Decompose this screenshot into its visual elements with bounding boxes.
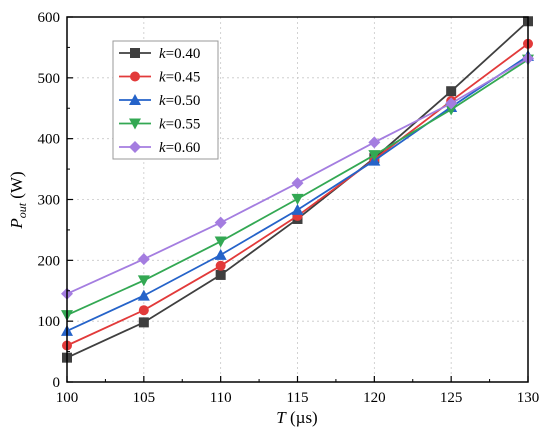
legend-marker (129, 94, 141, 105)
x-tick-label: 125 (440, 390, 463, 406)
legend-label: k=0.55 (159, 117, 200, 133)
data-point (138, 317, 149, 328)
legend-var: k (159, 93, 166, 109)
y-tick-label: 100 (38, 314, 61, 330)
data-point (138, 305, 149, 316)
x-tick-label: 100 (56, 390, 79, 406)
legend-label: k=0.45 (159, 70, 200, 86)
data-point (215, 260, 226, 271)
legend-item: k=0.45 (119, 70, 200, 86)
legend-label: k=0.60 (159, 140, 200, 156)
legend-var: k (159, 70, 166, 86)
x-tick-label: 120 (363, 390, 386, 406)
legend-label: k=0.40 (159, 46, 200, 62)
y-axis-title: Pout (W) (7, 171, 29, 229)
legend-value: =0.55 (166, 117, 201, 133)
x-axis-unit: (µs) (286, 408, 318, 427)
legend-var: k (159, 117, 166, 133)
y-tick-label: 200 (38, 253, 61, 269)
legend-value: =0.60 (166, 140, 201, 156)
legend-marker (130, 48, 140, 58)
data-point (137, 289, 150, 301)
legend-label: k=0.50 (159, 93, 200, 109)
data-point (291, 193, 304, 205)
x-tick-label: 130 (517, 390, 540, 406)
data-point (445, 104, 458, 116)
legend-item: k=0.60 (119, 140, 200, 156)
data-point (214, 236, 227, 248)
x-tick-label: 110 (210, 390, 232, 406)
x-tick-label: 105 (133, 390, 156, 406)
legend-var: k (159, 140, 166, 156)
legend-item: k=0.55 (119, 117, 200, 133)
data-point (137, 253, 150, 266)
data-point (214, 216, 227, 229)
y-axis-var: P (7, 218, 26, 229)
legend-marker (129, 141, 141, 153)
legend-value: =0.45 (166, 70, 201, 86)
y-tick-label: 400 (38, 132, 61, 148)
data-point (368, 136, 381, 149)
y-axis-subscript: out (15, 202, 29, 218)
data-point (215, 269, 226, 280)
x-axis-title: T (µs) (276, 408, 317, 427)
y-tick-label: 600 (38, 10, 61, 26)
data-point (446, 86, 457, 97)
x-tick-label: 115 (287, 390, 309, 406)
data-point (214, 248, 227, 260)
legend-marker (130, 71, 140, 82)
y-axis-unit: (W) (7, 171, 26, 203)
legend-var: k (159, 46, 166, 62)
y-tick-label: 300 (38, 193, 61, 209)
data-point (368, 150, 381, 162)
legend: k=0.40k=0.45k=0.50k=0.55k=0.60 (112, 40, 219, 160)
legend-value: =0.40 (166, 46, 201, 62)
legend-item: k=0.50 (119, 93, 200, 109)
data-point (291, 177, 304, 190)
legend-item: k=0.40 (119, 46, 200, 62)
data-point (137, 275, 150, 287)
x-axis-var: T (276, 408, 287, 427)
legend-marker (129, 118, 141, 130)
data-point (445, 97, 458, 110)
data-point (291, 203, 304, 215)
legend-value: =0.50 (166, 93, 201, 109)
y-tick-label: 0 (53, 375, 61, 391)
y-tick-label: 500 (38, 71, 61, 87)
